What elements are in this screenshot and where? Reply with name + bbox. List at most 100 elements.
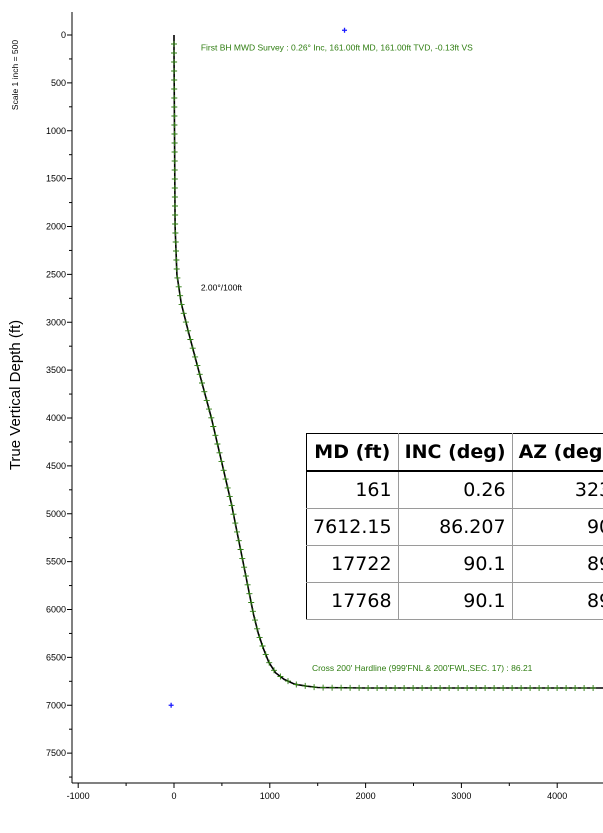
y-tick-label: 5500 bbox=[46, 557, 66, 567]
survey-marker bbox=[171, 122, 178, 128]
survey-marker bbox=[214, 441, 221, 447]
survey-marker bbox=[178, 301, 185, 308]
y-tick-label: 7500 bbox=[46, 748, 66, 758]
survey-marker bbox=[374, 685, 381, 691]
survey-marker bbox=[437, 685, 444, 691]
survey-marker bbox=[175, 283, 182, 290]
survey-marker bbox=[347, 684, 354, 691]
y-tick-label: 4000 bbox=[46, 413, 66, 423]
survey-marker bbox=[171, 140, 178, 146]
survey-marker bbox=[171, 68, 178, 74]
survey-marker bbox=[401, 685, 408, 691]
survey-marker bbox=[187, 336, 194, 343]
column-header-az: AZ (deg) bbox=[511, 433, 603, 472]
y-axis-label: True Vertical Depth (ft) bbox=[7, 320, 24, 470]
survey-marker bbox=[171, 158, 178, 164]
y-tick-label: 0 bbox=[61, 30, 66, 40]
table-cell: 90.1 bbox=[397, 545, 513, 583]
survey-marker bbox=[172, 230, 179, 236]
survey-marker bbox=[248, 599, 255, 606]
chart-axes: 0 500 1000 1500 2000 2500 3000 3500 4000 4500 5000… bbox=[46, 12, 603, 801]
survey-marker bbox=[241, 564, 248, 571]
table-row: 161 0.26 323 bbox=[306, 470, 603, 509]
survey-marker bbox=[189, 345, 196, 352]
survey-marker bbox=[172, 221, 179, 227]
survey-marker bbox=[256, 634, 263, 641]
survey-marker bbox=[171, 113, 178, 119]
table-cell: 0.26 bbox=[397, 470, 513, 509]
survey-marker bbox=[232, 520, 239, 527]
survey-marker bbox=[259, 643, 266, 649]
y-tick-label: 2500 bbox=[46, 269, 66, 279]
survey-marker bbox=[244, 581, 251, 588]
survey-marker bbox=[216, 449, 223, 456]
survey-marker bbox=[246, 590, 253, 597]
survey-marker bbox=[338, 684, 345, 691]
table-cell: 161 bbox=[306, 470, 399, 509]
annotation-label: Cross 200' Hardline (999'FNL & 200'FWL,S… bbox=[312, 663, 533, 673]
survey-table-header-row: MD (ft) INC (deg) AZ (deg) bbox=[306, 433, 603, 472]
table-cell: 7612.15 bbox=[306, 508, 399, 546]
survey-marker bbox=[473, 685, 480, 691]
survey-marker bbox=[230, 511, 237, 518]
table-cell: 89 bbox=[511, 582, 603, 620]
survey-marker bbox=[224, 484, 231, 491]
survey-marker bbox=[171, 149, 178, 155]
survey-marker bbox=[206, 406, 212, 413]
table-cell: 89 bbox=[511, 545, 603, 583]
column-header-inc: INC (deg) bbox=[397, 433, 513, 472]
chart-points bbox=[168, 27, 348, 708]
survey-marker bbox=[203, 397, 210, 404]
survey-marker bbox=[536, 685, 543, 691]
survey-marker bbox=[410, 685, 417, 691]
survey-marker bbox=[174, 274, 181, 281]
survey-marker bbox=[173, 257, 180, 263]
y-tick-label: 1000 bbox=[46, 126, 66, 136]
y-tick-label: 6000 bbox=[46, 605, 66, 615]
survey-marker bbox=[509, 685, 516, 691]
column-header-md: MD (ft) bbox=[306, 433, 399, 472]
survey-marker bbox=[590, 685, 597, 691]
survey-marker bbox=[518, 685, 525, 691]
x-tick-label: 4000 bbox=[547, 791, 567, 801]
survey-marker bbox=[220, 467, 227, 474]
x-tick-label: -1000 bbox=[67, 791, 90, 801]
survey-marker bbox=[293, 681, 300, 688]
survey-marker bbox=[171, 131, 178, 137]
y-tick-label: 1500 bbox=[46, 174, 66, 184]
table-cell: 90.1 bbox=[397, 582, 513, 620]
survey-marker bbox=[171, 167, 178, 173]
survey-marker bbox=[500, 685, 507, 691]
survey-marker bbox=[182, 319, 189, 326]
scale-label: Scale 1 inch = 500 bbox=[10, 40, 20, 110]
survey-marker bbox=[235, 537, 242, 544]
survey-marker bbox=[356, 684, 363, 691]
survey-marker bbox=[196, 371, 203, 378]
survey-marker bbox=[180, 310, 187, 317]
survey-marker bbox=[208, 414, 215, 421]
survey-marker bbox=[271, 667, 277, 674]
survey-marker bbox=[171, 86, 178, 92]
survey-marker bbox=[302, 682, 309, 689]
survey-marker bbox=[482, 685, 489, 691]
survey-marker bbox=[171, 77, 178, 83]
survey-marker bbox=[185, 327, 192, 334]
survey-marker bbox=[171, 176, 178, 182]
annotation-label: 2.00°/100ft bbox=[201, 283, 243, 293]
survey-marker bbox=[277, 673, 284, 680]
table-row: 17722 90.1 89 bbox=[306, 545, 603, 583]
survey-marker bbox=[172, 203, 178, 209]
survey-marker bbox=[171, 95, 178, 101]
survey-marker bbox=[218, 458, 225, 465]
y-tick-label: 4500 bbox=[46, 461, 66, 471]
survey-marker bbox=[199, 380, 205, 386]
target-point bbox=[168, 702, 174, 708]
survey-marker bbox=[527, 685, 534, 691]
survey-marker bbox=[173, 248, 179, 254]
table-cell: 323 bbox=[511, 470, 603, 509]
y-tick-label: 7000 bbox=[46, 700, 66, 710]
survey-marker bbox=[581, 685, 588, 691]
survey-marker bbox=[428, 685, 435, 691]
chart-series bbox=[171, 35, 603, 691]
survey-marker bbox=[491, 685, 498, 691]
